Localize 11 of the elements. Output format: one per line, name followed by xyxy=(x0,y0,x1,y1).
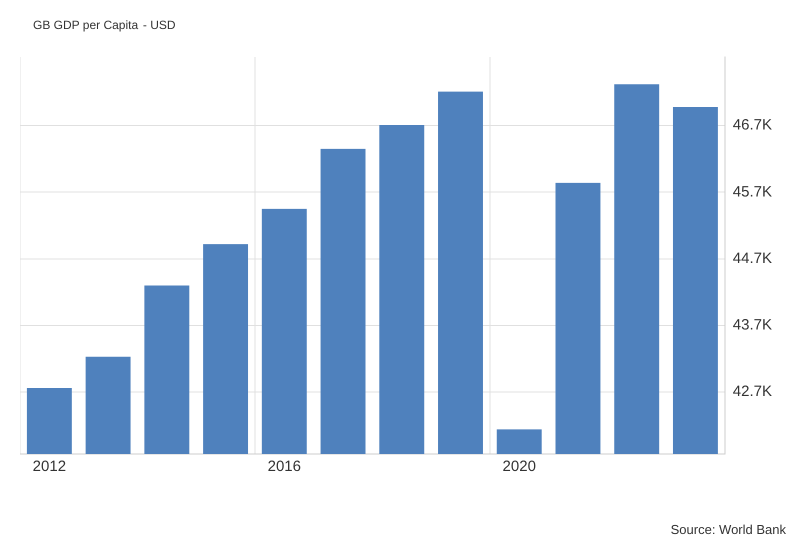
x-tick-label: 2020 xyxy=(502,458,536,476)
y-tick-label: 46.7K xyxy=(732,116,772,134)
x-tick-label: 2012 xyxy=(32,458,66,476)
chart-title: GB GDP per Capita xyxy=(33,18,138,32)
source-note: Source: World Bank xyxy=(670,522,786,537)
y-tick-label: 42.7K xyxy=(732,383,772,400)
chart-subtitle: - USD xyxy=(142,18,176,32)
y-tick-label: 45.7K xyxy=(732,183,772,200)
x-tick-label: 2016 xyxy=(268,458,301,476)
y-tick-label: 43.7K xyxy=(732,316,772,334)
y-tick-label: 44.7K xyxy=(732,250,772,267)
